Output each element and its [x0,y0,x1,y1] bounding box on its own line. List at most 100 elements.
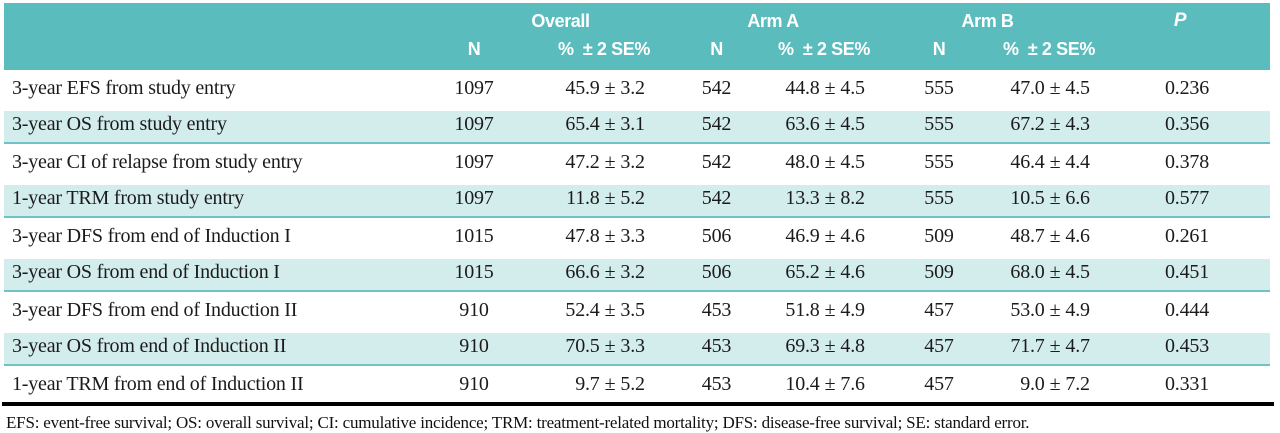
arm_a-n-value: 506 [701,224,732,247]
subheader-arm-b-n: N [899,33,979,70]
overall-pct-cell: 47.2 ±3.2 [524,143,684,180]
arm_a-n-value: 453 [701,372,732,395]
arm_b-n-value: 457 [924,372,954,395]
overall-n-value: 1015 [454,224,494,247]
table-row: 1-year TRM from study entry 1097 11.8 ±5.2 5… [4,180,1271,218]
pct-se-value: 10.4 ±7.6 [785,372,865,395]
table-row: 3-year CI of relapse from study entry 109… [4,143,1270,180]
arm_a-pct-cell: 63.6 ±4.5 [749,106,899,144]
arm_b-n-value: 509 [899,254,979,292]
arm_b-pct-cell: 71.7 ±4.7 [979,328,1120,366]
overall-pct-cell: 65.4 ±3.1 [524,106,684,144]
overall-pct-cell: 70.5 ±3.3 [524,328,684,366]
row-label: 3-year OS from end of Induction II [4,328,424,366]
table-row: 3-year DFS from end of Induction I 1015 47… [4,217,1270,254]
p-value: 0.453 [1119,328,1271,366]
arm_a-pct-cell: 48.0 ±4.5 [749,143,899,180]
pct-se-value: 71.7 ±4.7 [1010,334,1090,357]
subheader-arm-b-pct: % ± 2 SE% [979,33,1120,70]
table-row: 3-year OS from end of Induction II 910 70.… [4,328,1271,366]
overall-pct-cell: 11.8 ±5.2 [524,180,684,218]
pct-se-value: 65.2 ±4.6 [785,260,865,283]
p-value: 0.261 [1165,224,1210,247]
table-row: 3-year OS from end of Induction I 1015 66.… [4,254,1271,292]
row-label: 3-year CI of relapse from study entry [12,150,303,173]
arm_a-n-value: 542 [684,106,749,144]
overall-n-value: 1097 [454,150,494,173]
subheader-overall-pct: % ± 2 SE% [524,33,684,70]
subheader-p-spacer [1119,33,1271,70]
overall-pct-cell: 9.7 ±5.2 [524,365,684,402]
pct-se-value: 66.6 ±3.2 [565,260,645,283]
abbreviations-footnote: EFS: event-free survival; OS: overall su… [6,413,1030,432]
arm_a-n-value: 453 [684,328,749,366]
group-header-row: Overall Arm A Arm B P [4,3,1271,33]
pct-se-value: 63.6 ±4.5 [785,112,865,135]
pct-se-value: 53.0 ±4.9 [1010,298,1090,321]
sub-header-row: N % ± 2 SE% N % ± 2 SE% N % ± 2 SE% [4,33,1271,70]
arm_a-n-value: 506 [684,254,749,292]
pct-se-value: 9.0 ±7.2 [1020,372,1090,395]
p-value: 0.331 [1165,372,1210,395]
overall-n-value: 910 [459,372,489,395]
arm_b-n-value: 457 [924,298,954,321]
arm_a-pct-cell: 10.4 ±7.6 [749,365,899,402]
p-value: 0.451 [1119,254,1271,292]
table-row: 3-year EFS from study entry 1097 45.9 ±3.2 5… [4,70,1270,106]
arm_a-pct-cell: 51.8 ±4.9 [749,291,899,328]
header-spacer [4,33,424,70]
pct-se-value: 68.0 ±4.5 [1010,260,1090,283]
arm_a-n-value: 542 [684,180,749,218]
arm_a-pct-cell: 65.2 ±4.6 [749,254,899,292]
overall-pct-cell: 52.4 ±3.5 [524,291,684,328]
arm_b-pct-cell: 10.5 ±6.6 [979,180,1120,218]
arm_b-n-value: 509 [924,224,954,247]
pct-se-value: 46.9 ±4.6 [785,224,865,247]
overall-n-value: 1097 [424,106,524,144]
overall-n-value: 1097 [454,76,494,99]
arm_b-n-value: 457 [899,328,979,366]
pct-se-value: 67.2 ±4.3 [1010,112,1090,135]
pct-se-value: 52.4 ±3.5 [565,298,645,321]
arm_b-pct-cell: 53.0 ±4.9 [979,291,1119,328]
header-spacer [4,3,424,33]
arm_b-pct-cell: 46.4 ±4.4 [979,143,1119,180]
arm_a-pct-cell: 44.8 ±4.5 [749,70,899,106]
arm_b-pct-cell: 67.2 ±4.3 [979,106,1120,144]
pct-se-value: 9.7 ±5.2 [575,372,645,395]
arm_b-pct-cell: 47.0 ±4.5 [979,70,1119,106]
arm_a-n-value: 542 [701,76,732,99]
arm_b-pct-cell: 68.0 ±4.5 [979,254,1120,292]
arm_b-n-value: 555 [899,106,979,144]
table-row: 3-year DFS from end of Induction II 910 52… [4,291,1270,328]
pct-se-value: 46.4 ±4.4 [1010,150,1090,173]
pct-se-value: 11.8 ±5.2 [566,186,645,209]
overall-pct-cell: 45.9 ±3.2 [524,70,684,106]
group-header-arm-b: Arm B [899,3,1120,33]
row-label: 3-year DFS from end of Induction I [12,224,291,247]
pct-se-value: 48.0 ±4.5 [785,150,865,173]
subheader-overall-n: N [424,33,524,70]
row-label: 3-year DFS from end of Induction II [12,298,298,321]
pct-se-value: 47.2 ±3.2 [565,150,645,173]
p-value: 0.356 [1119,106,1271,144]
subheader-arm-a-n: N [684,33,749,70]
arm_a-pct-cell: 46.9 ±4.6 [749,217,899,254]
overall-n-value: 1015 [424,254,524,292]
table-row: 3-year OS from study entry 1097 65.4 ±3.1 54… [4,106,1271,144]
pct-se-value: 10.5 ±6.6 [1010,186,1090,209]
pct-se-value: 70.5 ±3.3 [565,334,645,357]
pct-se-value: 13.3 ±8.2 [785,186,865,209]
group-header-overall: Overall [424,3,684,33]
pct-se-value: 44.8 ±4.5 [785,76,865,99]
arm_a-n-value: 542 [701,150,732,173]
row-label: 3-year EFS from study entry [12,76,236,99]
row-label: 3-year OS from end of Induction I [4,254,424,292]
outcomes-table: Overall Arm A Arm B P N % ± 2 SE% N % ± … [4,3,1271,402]
pct-se-value: 45.9 ±3.2 [565,76,645,99]
pct-se-value: 65.4 ±3.1 [565,112,645,135]
overall-n-value: 910 [459,298,489,321]
arm_b-n-value: 555 [924,150,954,173]
arm_b-pct-cell: 48.7 ±4.6 [979,217,1119,254]
